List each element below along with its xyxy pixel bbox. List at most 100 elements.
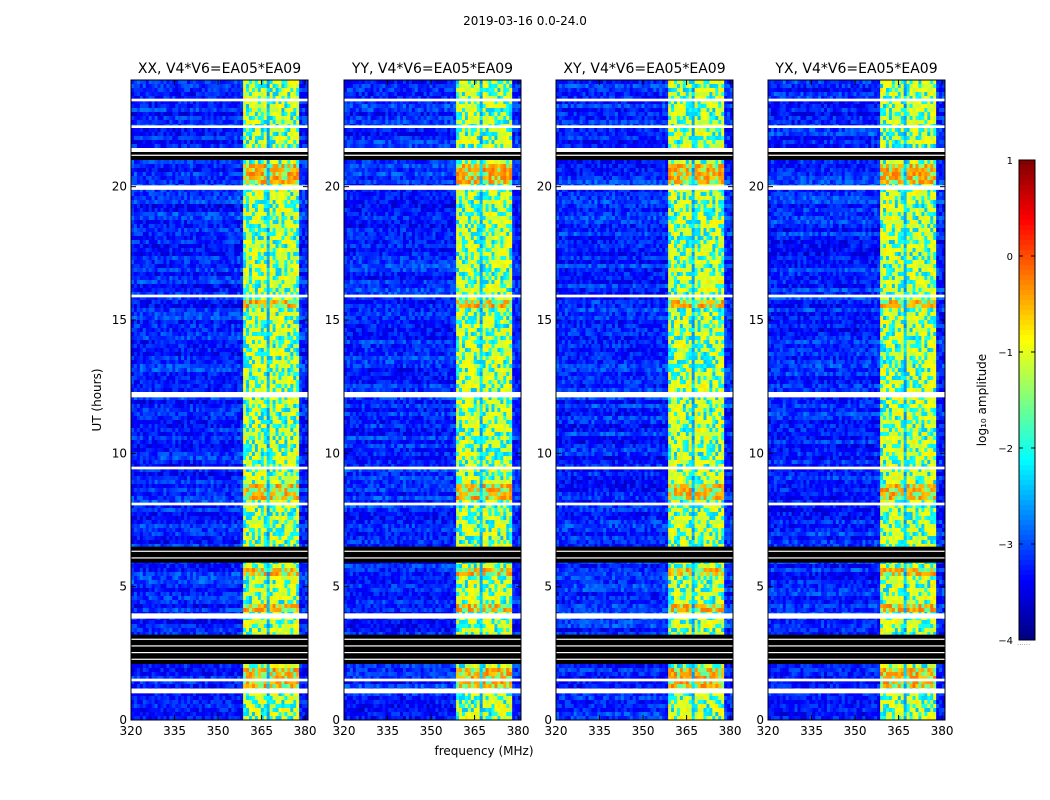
heatmap-cell — [208, 140, 211, 144]
heatmap-cell — [131, 140, 134, 144]
heatmap-cell — [258, 140, 261, 144]
heatmap-cell — [225, 84, 228, 88]
heatmap-cell — [205, 92, 208, 96]
heatmap-cell — [264, 108, 267, 112]
heatmap-cell — [137, 104, 140, 108]
heatmap-cell — [252, 144, 255, 148]
heatmap-cell — [184, 108, 187, 112]
heatmap-cell — [199, 112, 202, 116]
heatmap-cell — [137, 88, 140, 92]
heatmap-cell — [134, 136, 137, 140]
heatmap-cell — [264, 132, 267, 136]
heatmap-cell — [284, 144, 287, 148]
heatmap-cell — [140, 92, 143, 96]
heatmap-cell — [296, 132, 299, 136]
heatmap-cell — [279, 144, 282, 148]
heatmap-cell — [208, 116, 211, 120]
heatmap-cell — [181, 112, 184, 116]
heatmap-cell — [190, 144, 193, 148]
heatmap-cell — [299, 120, 302, 124]
heatmap-cell — [187, 80, 190, 84]
heatmap-cell — [228, 84, 231, 88]
heatmap-cell — [163, 144, 166, 148]
heatmap-cell — [273, 92, 276, 96]
heatmap-cell — [163, 140, 166, 144]
heatmap-cell — [193, 92, 196, 96]
heatmap-cell — [178, 120, 181, 124]
heatmap-cell — [296, 108, 299, 112]
heatmap-cell — [243, 104, 246, 108]
heatmap-cell — [158, 116, 161, 120]
heatmap-cell — [214, 84, 217, 88]
heatmap-cell — [214, 80, 217, 84]
heatmap-cell — [270, 92, 273, 96]
heatmap-cell — [193, 104, 196, 108]
heatmap-cell — [270, 84, 273, 88]
heatmap-cell — [152, 112, 155, 116]
heatmap-cell — [140, 104, 143, 108]
heatmap-cell — [276, 104, 279, 108]
heatmap-cell — [205, 116, 208, 120]
heatmap-cell — [202, 132, 205, 136]
heatmap-cell — [252, 88, 255, 92]
heatmap-cell — [217, 140, 220, 144]
heatmap-cell — [243, 108, 246, 112]
heatmap-cell — [196, 104, 199, 108]
heatmap-cell — [270, 108, 273, 112]
heatmap-cell — [166, 80, 169, 84]
heatmap-cell — [249, 140, 252, 144]
heatmap-cell — [246, 80, 249, 84]
heatmap-cell — [131, 144, 134, 148]
heatmap-cell — [252, 104, 255, 108]
heatmap-cell — [184, 132, 187, 136]
heatmap-cell — [190, 104, 193, 108]
heatmap-cell — [146, 120, 149, 124]
heatmap-cell — [172, 112, 175, 116]
heatmap-cell — [181, 116, 184, 120]
heatmap-cell — [284, 120, 287, 124]
heatmap-cell — [193, 108, 196, 112]
heatmap-cell — [172, 132, 175, 136]
heatmap-cell — [276, 144, 279, 148]
heatmap-cell — [193, 144, 196, 148]
heatmap-cell — [187, 132, 190, 136]
heatmap-cell — [205, 132, 208, 136]
heatmap-cell — [137, 120, 140, 124]
heatmap-cell — [270, 140, 273, 144]
heatmap-cell — [290, 132, 293, 136]
heatmap-cell — [220, 108, 223, 112]
heatmap-cell — [146, 112, 149, 116]
heatmap-cell — [281, 140, 284, 144]
heatmap-cell — [196, 84, 199, 88]
heatmap-cell — [155, 84, 158, 88]
heatmap-cell — [172, 108, 175, 112]
heatmap-cell — [281, 84, 284, 88]
heatmap-cell — [276, 132, 279, 136]
heatmap-cell — [267, 112, 270, 116]
heatmap-cell — [149, 128, 152, 132]
heatmap-cell — [161, 108, 164, 112]
heatmap-cell — [273, 140, 276, 144]
heatmap-cell — [190, 140, 193, 144]
heatmap-cell — [246, 108, 249, 112]
heatmap-cell — [175, 88, 178, 92]
heatmap-cell — [152, 80, 155, 84]
heatmap-cell — [281, 132, 284, 136]
heatmap-cell — [169, 108, 172, 112]
heatmap-cell — [273, 104, 276, 108]
heatmap-cell — [199, 88, 202, 92]
heatmap-cell — [178, 104, 181, 108]
heatmap-cell — [243, 84, 246, 88]
heatmap-cell — [270, 128, 273, 132]
heatmap-cell — [211, 140, 214, 144]
heatmap-cell — [225, 132, 228, 136]
heatmap-cell — [270, 80, 273, 84]
heatmap-cell — [276, 92, 279, 96]
heatmap-cell — [163, 120, 166, 124]
heatmap-cell — [231, 84, 234, 88]
heatmap-cell — [237, 104, 240, 108]
heatmap-cell — [273, 128, 276, 132]
heatmap-cell — [161, 84, 164, 88]
heatmap-cell — [158, 104, 161, 108]
